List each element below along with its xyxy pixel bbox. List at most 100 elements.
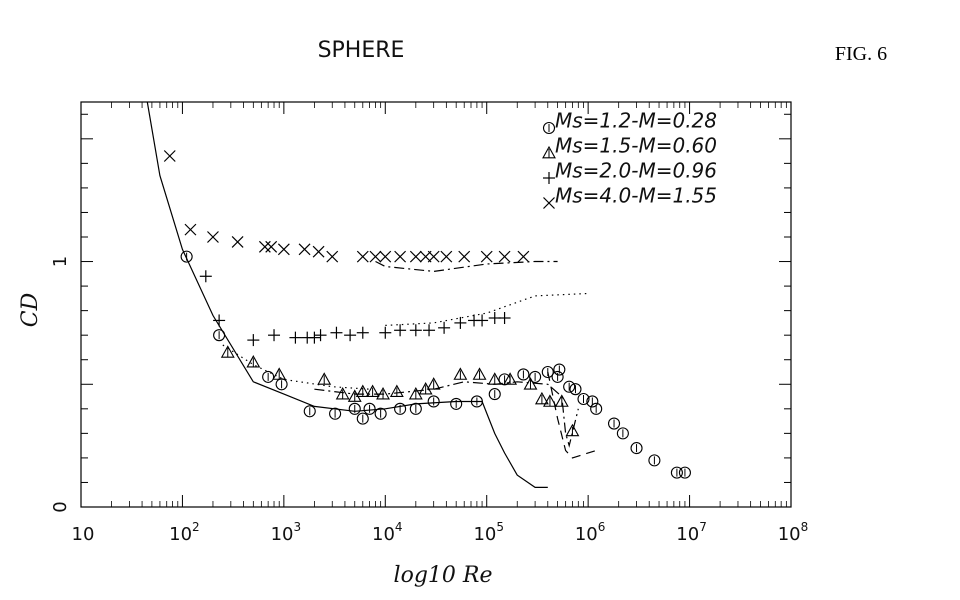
data-point bbox=[298, 243, 311, 256]
data-point bbox=[394, 250, 407, 263]
data-point bbox=[389, 384, 404, 397]
data-point bbox=[450, 397, 463, 410]
data-point bbox=[376, 386, 390, 400]
series-3 bbox=[199, 270, 511, 347]
x-axis-label: log10 Re bbox=[394, 563, 493, 588]
data-point bbox=[213, 314, 226, 327]
legend-label-ms20: Ms=2.0-M=0.96 bbox=[555, 159, 717, 183]
data-point bbox=[427, 250, 440, 263]
data-point bbox=[586, 395, 599, 408]
data-point bbox=[213, 329, 226, 342]
data-point bbox=[472, 367, 487, 380]
data-point bbox=[379, 326, 392, 339]
data-point bbox=[207, 231, 219, 243]
data-point bbox=[326, 250, 339, 263]
data-point bbox=[480, 250, 493, 263]
data-point bbox=[277, 243, 290, 256]
data-point bbox=[355, 384, 370, 397]
data-point bbox=[577, 392, 590, 406]
data-point bbox=[541, 365, 554, 379]
data-points bbox=[163, 150, 691, 479]
data-point bbox=[438, 321, 451, 334]
data-point bbox=[262, 370, 275, 383]
data-point bbox=[348, 402, 361, 415]
data-point bbox=[180, 250, 193, 263]
data-point bbox=[184, 223, 197, 236]
data-point bbox=[268, 329, 281, 342]
data-point bbox=[454, 316, 467, 329]
data-point bbox=[426, 377, 441, 390]
data-point bbox=[220, 345, 235, 358]
data-point bbox=[678, 466, 691, 479]
data-point bbox=[409, 402, 422, 415]
data-point bbox=[369, 250, 382, 263]
legend-label-ms12: Ms=1.2-M=0.28 bbox=[555, 109, 717, 133]
data-point bbox=[356, 412, 369, 425]
data-point bbox=[258, 240, 271, 253]
data-point bbox=[487, 372, 502, 385]
data-point bbox=[374, 407, 387, 420]
x-tick-label: 104 bbox=[372, 520, 403, 545]
data-point bbox=[312, 245, 325, 258]
chart-title: SPHERE bbox=[318, 38, 405, 63]
data-point bbox=[616, 427, 629, 440]
y-tick-label: 0 bbox=[50, 501, 71, 512]
data-point bbox=[394, 324, 407, 337]
data-point bbox=[265, 240, 278, 253]
data-point bbox=[317, 372, 332, 385]
data-point bbox=[554, 394, 569, 407]
data-point bbox=[289, 331, 302, 344]
legend-label-ms40: Ms=4.0-M=1.55 bbox=[555, 184, 717, 208]
y-tick-label: 1 bbox=[50, 256, 71, 267]
data-point bbox=[517, 250, 530, 263]
plot-frame bbox=[80, 101, 792, 508]
data-point bbox=[523, 377, 538, 390]
x-tick-label: 105 bbox=[473, 520, 504, 545]
data-point bbox=[272, 367, 287, 380]
data-point bbox=[590, 402, 603, 415]
series-2 bbox=[220, 345, 580, 437]
data-point bbox=[365, 384, 380, 397]
x-tick-label: 10 bbox=[72, 524, 95, 545]
data-point bbox=[199, 270, 212, 283]
data-point bbox=[453, 367, 468, 380]
curve-dashdot bbox=[375, 260, 558, 273]
x-tick-label: 103 bbox=[271, 520, 302, 545]
series-4 bbox=[163, 150, 530, 263]
x-tick-label: 108 bbox=[778, 520, 809, 545]
curve-solid bbox=[146, 101, 548, 488]
data-point bbox=[648, 454, 661, 467]
figure-label: FIG. 6 bbox=[835, 43, 887, 65]
x-tick-label: 106 bbox=[575, 520, 606, 545]
data-point bbox=[503, 372, 518, 385]
data-point bbox=[607, 417, 621, 430]
data-point bbox=[308, 331, 321, 344]
y-axis-label: CD bbox=[18, 292, 43, 327]
legend: Ms=1.2-M=0.28Ms=1.5-M=0.60Ms=2.0-M=0.96M… bbox=[542, 109, 717, 209]
data-point bbox=[542, 394, 557, 407]
data-point bbox=[476, 314, 489, 327]
data-point bbox=[330, 326, 343, 339]
data-point bbox=[246, 355, 261, 368]
data-point bbox=[303, 405, 316, 418]
x-tick-label: 102 bbox=[169, 520, 200, 545]
axes: 10 102 103 104 105 106 107 108 0 1 bbox=[50, 101, 809, 545]
data-point bbox=[529, 370, 542, 383]
data-point bbox=[394, 402, 407, 415]
data-point bbox=[408, 386, 423, 400]
legend-marker bbox=[542, 145, 556, 159]
data-point bbox=[427, 395, 440, 408]
data-point bbox=[569, 383, 582, 396]
data-point bbox=[565, 423, 580, 437]
data-point bbox=[344, 329, 357, 342]
legend-label-ms15: Ms=1.5-M=0.60 bbox=[555, 134, 717, 158]
data-point bbox=[335, 386, 350, 400]
data-point bbox=[517, 368, 530, 381]
series-1 bbox=[180, 250, 691, 479]
data-point bbox=[163, 150, 176, 162]
data-point bbox=[488, 388, 501, 401]
data-point bbox=[630, 442, 643, 455]
data-point bbox=[356, 326, 369, 339]
